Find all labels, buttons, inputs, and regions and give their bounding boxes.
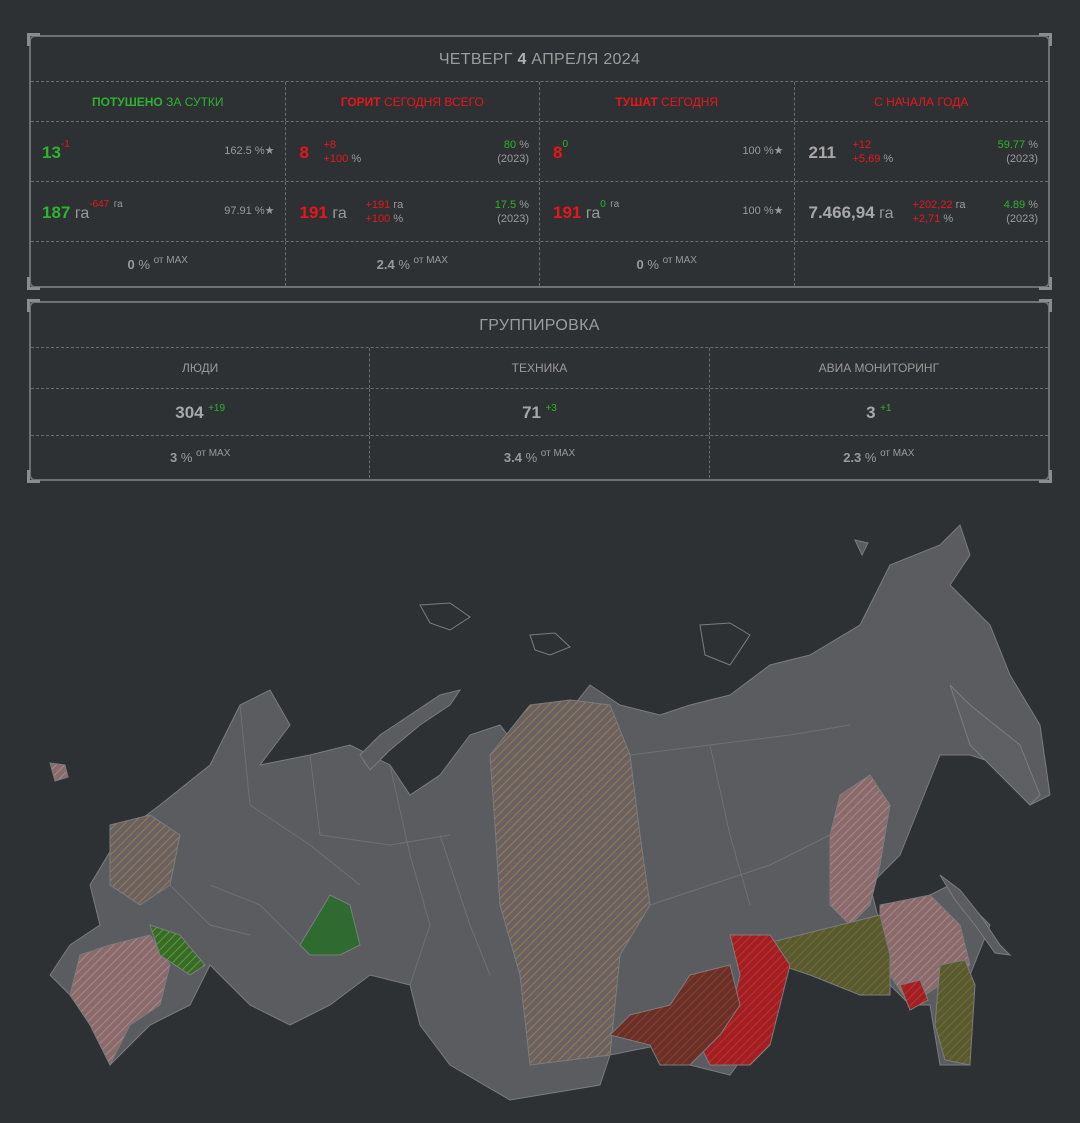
extinguished-count-pct: 162.5 %★ <box>224 145 275 157</box>
grouping-panel: ГРУППИРОВКА ЛЮДИ ТЕХНИКА АВИА МОНИТОРИНГ… <box>27 299 1052 483</box>
grouping-equipment-max: 3.4 % от MAX <box>369 436 708 478</box>
burning-count-delta-pct: +100 <box>323 153 349 165</box>
date-month-year: АПРЕЛЯ 2024 <box>531 51 641 68</box>
extinguished-count-delta: -1 <box>60 139 70 150</box>
region-buryatia <box>609 964 741 1066</box>
date-weekday: ЧЕТВЕРГ <box>438 51 513 68</box>
ytd-area-cell: 7.466,94 га +202,22 га +2,71 % 4.89 % (2… <box>793 182 1049 241</box>
panel-corner <box>1039 33 1052 46</box>
ytd-area-delta-pct: +2,71 <box>912 213 941 225</box>
grouping-aviation-value: 3 +1 <box>708 389 1048 435</box>
ytd-count-delta-pct: +5,69 <box>852 153 881 165</box>
region-sverdlovsk <box>299 894 361 956</box>
fighting-count-delta: 0 <box>562 139 569 150</box>
grouping-title: ГРУППИРОВКА <box>479 317 600 334</box>
map-novaya-zemlya <box>359 689 462 771</box>
ytd-area-year-pct: 4.89 <box>1003 199 1026 211</box>
extinguished-area-delta: -647 <box>89 199 110 210</box>
region-krasnoyarsk <box>489 699 651 1066</box>
ytd-count-delta: +12 <box>852 139 872 151</box>
region-volgograd <box>149 924 206 976</box>
col-header-fighting: ТУШАТ СЕГОДНЯ <box>539 82 794 121</box>
panel-corner <box>27 277 40 290</box>
fighting-area: 191 <box>553 203 582 222</box>
grouping-people-value: 304 +19 <box>175 403 226 422</box>
burning-area-year-pct: 17.5 <box>494 199 517 211</box>
grouping-label-aviation: АВИА МОНИТОРИНГ <box>708 348 1048 388</box>
panel-corner <box>27 299 40 312</box>
map-island <box>529 632 571 656</box>
ytd-count-year-pct: 59.77 <box>997 139 1026 151</box>
region-south <box>69 934 171 1067</box>
ytd-area-delta: +202,22 <box>912 199 953 211</box>
extinguished-area: 187 <box>42 203 71 222</box>
date-day: 4 <box>517 51 527 68</box>
extinguished-count-cell: 13-1 162.5 %★ <box>31 122 285 181</box>
grouping-label-people: ЛЮДИ <box>182 361 219 375</box>
ytd-max-empty <box>793 242 1049 286</box>
extinguished-area-pct: 97.91 %★ <box>224 205 275 217</box>
col-header-burning: ГОРИТ СЕГОДНЯ ВСЕГО <box>284 82 540 121</box>
extinguished-max: 0 % от MAX <box>127 255 188 272</box>
grouping-people-max: 3 % от MAX <box>169 448 231 465</box>
regions-map[interactable] <box>10 505 1070 1105</box>
burning-area-cell: 191 га +191 га +100 % 17.5 % (2023) <box>284 182 540 241</box>
panel-corner <box>1039 470 1052 483</box>
burning-count-cell: 8 +8 +100 % 80 % (2023) <box>284 122 540 181</box>
panel-corner <box>1039 299 1052 312</box>
grouping-aviation-max: 2.3 % от MAX <box>708 436 1048 478</box>
panel-corner <box>27 33 40 46</box>
fighting-area-pct: 100 %★ <box>742 205 784 217</box>
burning-max: 2.4 % от MAX <box>284 242 540 286</box>
panel-corner <box>27 470 40 483</box>
map-kamchatka <box>949 684 1041 806</box>
date-title: ЧЕТВЕРГ 4 АПРЕЛЯ 2024 <box>31 37 1048 81</box>
ytd-count: 211 <box>808 143 836 162</box>
burning-count-delta: +8 <box>323 139 337 151</box>
burning-area-delta: +191 <box>365 199 391 211</box>
map-sakhalin <box>939 874 1012 956</box>
map-island <box>419 602 471 631</box>
burning-count-year-pct: 80 <box>503 139 517 151</box>
ytd-area: 7.466,94 <box>808 203 875 222</box>
map-island <box>699 622 751 666</box>
ytd-count-cell: 211 +12 +5,69 % 59.77 % (2023) <box>793 122 1049 181</box>
daily-stats-panel: ЧЕТВЕРГ 4 АПРЕЛЯ 2024 ПОТУШЕНО ЗА СУТКИ … <box>27 33 1052 290</box>
col-header-ytd: С НАЧАЛА ГОДА <box>793 82 1049 121</box>
fighting-count: 8 <box>553 143 563 162</box>
map-island <box>854 539 869 557</box>
panel-corner <box>1039 277 1052 290</box>
burning-count: 8 <box>299 143 309 162</box>
extinguished-count: 13 <box>42 143 61 162</box>
burning-area-delta-pct: +100 <box>365 213 391 225</box>
grouping-equipment-value: 71 +3 <box>369 389 708 435</box>
fighting-max: 0 % от MAX <box>539 242 794 286</box>
region-jewish <box>899 979 929 1011</box>
region-primorye <box>934 959 976 1066</box>
map-kaliningrad <box>49 762 69 782</box>
region-khabarovsk-north <box>829 774 891 926</box>
fighting-count-pct: 100 %★ <box>742 145 784 157</box>
fighting-area-cell: 191 га0 га 100 %★ <box>539 182 794 241</box>
fighting-area-delta: 0 <box>600 199 606 210</box>
extinguished-area-cell: 187 га-647 га 97.91 %★ <box>42 199 275 222</box>
col-header-extinguished: ПОТУШЕНО ЗА СУТКИ <box>91 95 224 109</box>
fighting-count-cell: 80 100 %★ <box>539 122 794 181</box>
region-amur <box>759 914 891 996</box>
grouping-label-equipment: ТЕХНИКА <box>369 348 708 388</box>
burning-area: 191 <box>299 203 328 222</box>
